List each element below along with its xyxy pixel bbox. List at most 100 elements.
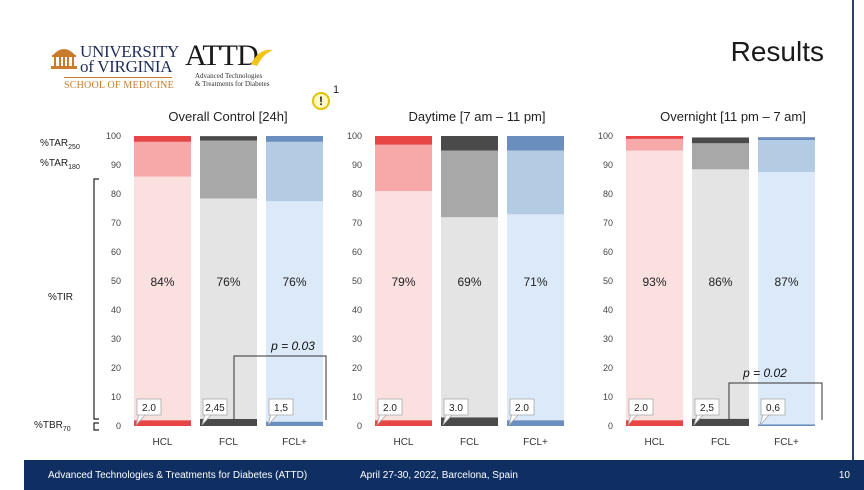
bar-segment-tbr70: [200, 418, 257, 426]
bar-segment-tir: [266, 201, 323, 422]
tbr-callout-pointer: [376, 413, 388, 426]
tbr70-label-sub: 70: [63, 426, 71, 433]
tbr-value-label: 2.0: [515, 403, 529, 414]
y-tick-label: 30: [111, 334, 121, 344]
y-tick-label: 90: [111, 160, 121, 170]
uva-logo-line2: of VIRGINIA: [80, 57, 173, 76]
x-category-label: HCL: [393, 437, 413, 448]
bar-segment-tar250: [134, 136, 191, 142]
tir-value-label: 71%: [523, 275, 547, 289]
tar180-label: %TAR180: [40, 158, 80, 171]
bar-segment-tbr70: [758, 424, 815, 426]
chart-title: Overnight [11 pm – 7 am]: [660, 109, 806, 124]
attd-swoosh-icon: [251, 49, 273, 66]
tbr-callout-pointer: [508, 413, 520, 426]
attd-logo-sub2: & Treatments for Diabetes: [195, 80, 270, 88]
uva-logo: UNIVERSITY of VIRGINIA SCHOOL OF MEDICIN…: [50, 42, 179, 94]
bar-segment-tir: [507, 214, 564, 421]
bar-segment-tir: [692, 169, 749, 419]
tbr-callout-box: [443, 398, 469, 416]
bar-segment-tar180: [626, 138, 683, 151]
tbr-value-label: 2.0: [383, 403, 397, 414]
bar-segment-tar250: [441, 136, 498, 151]
tbr-callout-box: [268, 398, 294, 416]
y-tick-label: 20: [603, 363, 613, 373]
y-tick-label: 100: [347, 131, 362, 141]
tbr-callout-pointer: [759, 413, 771, 426]
charts-root: Overall Control [24h] 0 10 20 30 40 50 60 70 80 90…: [106, 109, 823, 448]
tbr-callout-pointer: [442, 413, 454, 426]
bar-segment-tar250: [200, 136, 257, 141]
tbr-callout-box: [136, 398, 162, 416]
x-category-label: FCL: [219, 437, 238, 448]
y-tick-label: 90: [352, 160, 362, 170]
y-tick-label: 70: [603, 218, 613, 228]
y-tick-label: 30: [352, 334, 362, 344]
y-tick-label: 20: [352, 363, 362, 373]
y-tick-label: 50: [352, 276, 362, 286]
bar-segment-tar250: [507, 136, 564, 151]
bar-segment-tir: [200, 198, 257, 419]
tbr-callout-pointer: [135, 413, 147, 426]
y-tick-label: 10: [111, 392, 121, 402]
significance-bracket: [233, 355, 327, 420]
chart-title: Daytime [7 am – 11 pm]: [408, 109, 545, 124]
y-tick-label: 90: [603, 160, 613, 170]
tbr70-label-text: %TBR: [34, 420, 63, 431]
tbr-callout-box: [509, 398, 535, 416]
y-tick-label: 40: [603, 305, 613, 315]
y-tick-label: 50: [603, 276, 613, 286]
footer-bar: Advanced Technologies & Treatments for D…: [24, 460, 864, 490]
y-tick-label: 70: [352, 218, 362, 228]
bar-segment-tir: [626, 150, 683, 421]
tir-value-label: 79%: [391, 275, 415, 289]
tbr-value-label: 0,6: [766, 403, 780, 414]
tir-value-label: 84%: [150, 275, 174, 289]
tbr-value-label: 2.0: [142, 403, 156, 414]
results-charts: %TAR250 %TAR180 %TIR %TBR70 Overall Cont…: [34, 109, 823, 448]
tar250-label-sub: 250: [68, 144, 80, 151]
tir-value-label: 86%: [708, 275, 732, 289]
y-tick-label: 0: [608, 421, 613, 431]
warning-icon[interactable]: !: [312, 92, 330, 110]
bar-segment-tar250: [758, 137, 815, 141]
footer-page-number: 10: [838, 470, 850, 481]
tar180-label-sub: 180: [68, 164, 80, 171]
tir-value-label: 76%: [216, 275, 240, 289]
tbr-callout-pointer: [627, 413, 639, 426]
significance-bracket: [728, 382, 823, 420]
bar-segment-tir: [134, 176, 191, 421]
y-tick-label: 80: [111, 189, 121, 199]
warning-footnote: 1: [333, 84, 340, 96]
tir-value-label: 69%: [457, 275, 481, 289]
attd-logo-word: ATTD: [185, 39, 259, 72]
uva-logo-line3: SCHOOL OF MEDICINE: [64, 80, 174, 91]
y-tick-label: 0: [357, 421, 362, 431]
bar-segment-tbr70: [266, 421, 323, 426]
tbr-callout-pointer: [201, 413, 213, 426]
bar-segment-tar250: [626, 136, 683, 139]
tar250-label: %TAR250: [40, 138, 80, 151]
x-category-label: FCL: [460, 437, 479, 448]
p-value-annotation: p = 0.03: [270, 339, 315, 353]
tbr-value-label: 2,5: [700, 403, 714, 414]
y-tick-label: 60: [111, 247, 121, 257]
chart-panel-2: Daytime [7 am – 11 pm] 0 10 20 30 40 50 60 70 80 9…: [347, 109, 564, 448]
bar-segment-tbr70: [692, 418, 749, 426]
bar-segment-tbr70: [375, 420, 432, 426]
y-tick-label: 80: [352, 189, 362, 199]
tbr-callout-box: [694, 398, 720, 416]
y-tick-label: 100: [106, 131, 121, 141]
bar-segment-tar180: [507, 150, 564, 215]
tbr-callout-box: [202, 398, 228, 416]
x-category-label: FCL+: [774, 437, 799, 448]
attd-logo-sub1: Advanced Technologies: [195, 72, 263, 80]
y-tick-label: 100: [598, 131, 613, 141]
bar-segment-tar180: [692, 143, 749, 170]
y-tick-label: 40: [111, 305, 121, 315]
tbr-callout-box: [628, 398, 654, 416]
slide-title: Results: [730, 36, 824, 67]
footer-conference: Advanced Technologies & Treatments for D…: [48, 470, 308, 481]
bar-segment-tar180: [200, 140, 257, 199]
